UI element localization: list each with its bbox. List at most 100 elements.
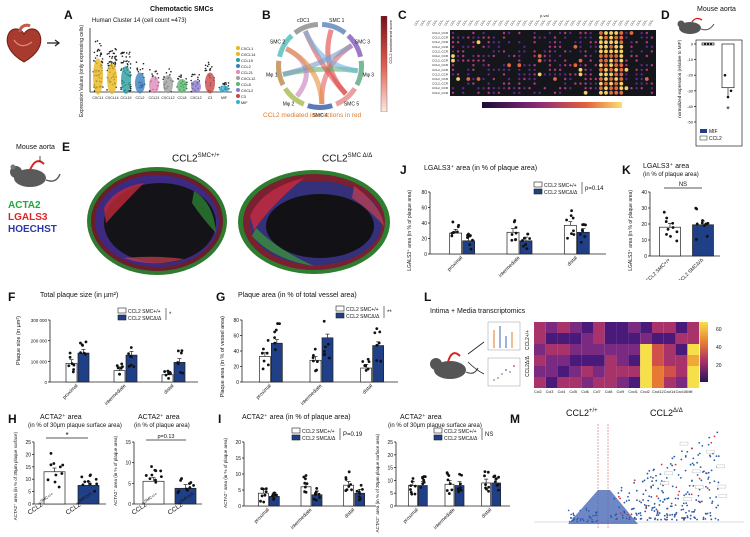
volcano-point <box>567 509 570 512</box>
chord-segment-label: Mφ 2 <box>283 102 295 108</box>
dot <box>518 54 521 58</box>
data-point <box>701 219 704 222</box>
violin <box>149 76 159 94</box>
data-point <box>189 481 193 484</box>
data-point <box>315 490 318 494</box>
dot <box>507 68 511 71</box>
heatmap-cell <box>569 344 582 355</box>
volcano-point <box>585 507 588 510</box>
dot <box>594 82 597 85</box>
volcano-point <box>625 500 628 502</box>
volcano-point <box>653 510 656 512</box>
volcano-point <box>675 519 678 521</box>
volcano-point <box>582 519 585 522</box>
panel-l-colorbar <box>700 322 708 382</box>
y-tick-label: -20 <box>687 73 694 78</box>
gene-label-box <box>683 497 692 501</box>
data-point <box>84 340 88 344</box>
dot <box>548 31 552 35</box>
legend-swatch-ko <box>433 434 443 441</box>
heatmap-cell <box>604 377 617 388</box>
violin <box>191 80 201 93</box>
chord-segment <box>321 22 347 35</box>
dot <box>476 40 481 45</box>
legend-item: C3 <box>236 94 256 100</box>
y-tick-label: -40 <box>687 104 694 109</box>
dot <box>604 54 608 58</box>
data-point <box>726 95 730 99</box>
dot <box>650 82 654 85</box>
dot <box>609 44 613 49</box>
legend-label-wt: CCL2 SMC+/+ <box>302 429 335 435</box>
volcano-point <box>625 517 628 520</box>
dot <box>619 86 624 91</box>
cell-point <box>110 50 112 53</box>
dot <box>645 68 648 71</box>
data-point <box>264 487 268 490</box>
dot <box>553 50 557 53</box>
cell-point <box>120 69 122 71</box>
volcano-point <box>579 509 582 512</box>
data-point <box>496 483 500 487</box>
dot <box>507 82 511 85</box>
dot <box>574 41 577 44</box>
volcano-point <box>671 518 673 521</box>
data-point <box>273 341 277 345</box>
volcano-point <box>642 499 645 501</box>
panel-g-significance: ** <box>387 310 392 316</box>
data-point <box>450 231 454 235</box>
stain-acta2: ACTA2 <box>8 200 41 211</box>
volcano-point <box>572 513 575 516</box>
data-point <box>483 470 487 474</box>
cell-point <box>128 53 130 55</box>
volcano-point <box>681 450 683 453</box>
data-point <box>61 463 65 467</box>
dot <box>584 50 587 53</box>
violin-x-label: CCL19 <box>121 96 132 100</box>
heatmap-cell <box>663 322 676 333</box>
dot <box>573 44 578 49</box>
chord-segment <box>283 87 305 107</box>
heatmap-cell <box>545 344 558 355</box>
dot <box>569 73 572 76</box>
data-point <box>88 482 92 486</box>
dot <box>523 87 526 90</box>
heatmap-cell <box>616 377 629 388</box>
data-point <box>377 341 381 345</box>
dot <box>472 68 475 71</box>
dot <box>451 91 455 95</box>
volcano-point <box>649 476 652 478</box>
bar <box>343 484 355 507</box>
volcano-point <box>665 513 668 515</box>
volcano-point <box>690 447 693 450</box>
dot <box>619 63 624 68</box>
panel-g-bar-chart: 80 60 40 20 0 proximal intermediate distal CCL2 … <box>233 305 398 406</box>
dot <box>533 36 536 39</box>
data-point <box>468 243 472 247</box>
data-point <box>326 342 330 346</box>
volcano-point <box>710 518 713 521</box>
data-point <box>88 474 92 478</box>
panel-d-ylabel: normalized expression (relative to MIF) <box>677 40 682 118</box>
data-point <box>262 359 266 363</box>
heatmap-cell <box>652 322 664 333</box>
cell-point <box>223 82 225 85</box>
cell-point <box>100 53 103 55</box>
dot <box>589 82 592 85</box>
dot-col-label: CCL2 <box>611 20 618 27</box>
volcano-point <box>717 481 720 484</box>
cell-point <box>107 64 110 67</box>
legend-label-ko: CCL2 SMCΔ/Δ <box>346 314 380 320</box>
dot <box>553 45 557 48</box>
data-point <box>455 230 459 234</box>
chord-segment-label: SMC 1 <box>329 18 345 24</box>
cell-point <box>123 60 125 63</box>
dot <box>466 77 471 81</box>
volcano-point <box>580 517 582 520</box>
data-point <box>497 475 500 479</box>
dot <box>579 45 582 48</box>
panel-d-frame <box>695 39 743 147</box>
volcano-point <box>717 504 719 507</box>
data-point <box>493 480 497 484</box>
dot-col-label: CCL2 <box>431 20 438 27</box>
